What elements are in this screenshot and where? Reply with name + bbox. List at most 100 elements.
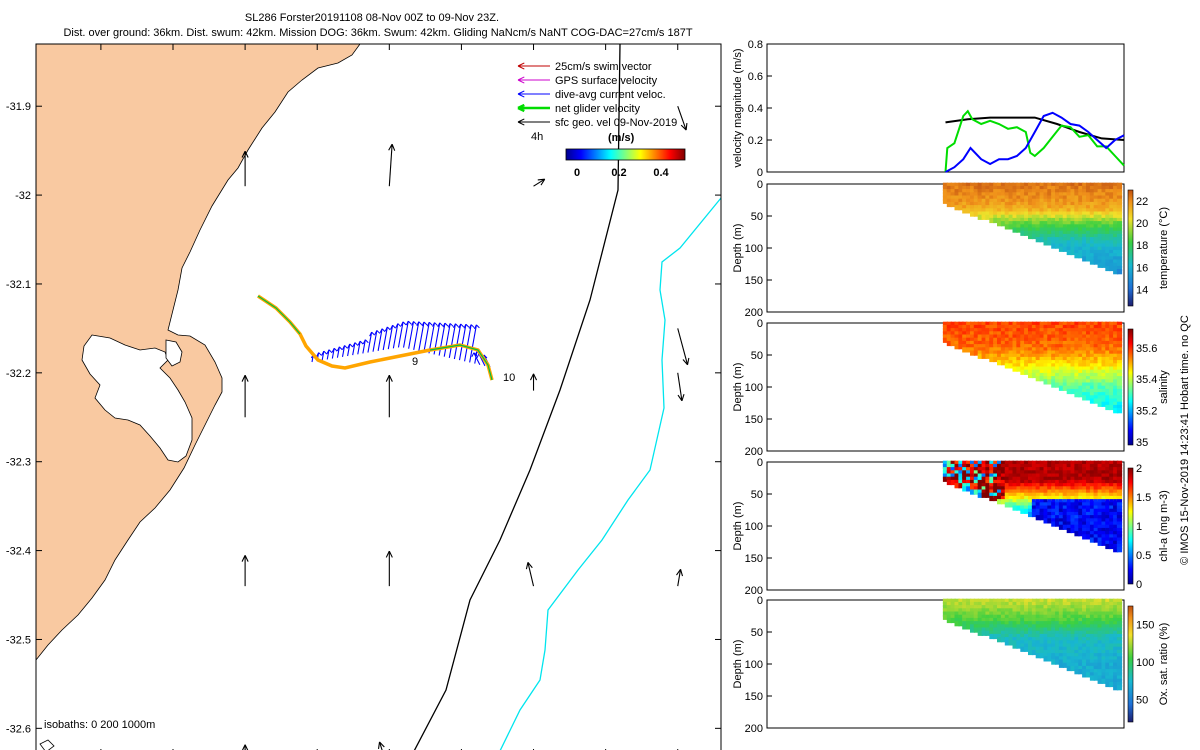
section-cell bbox=[989, 608, 995, 614]
section-cell bbox=[970, 185, 976, 192]
section-cell bbox=[1105, 211, 1111, 217]
section-cell bbox=[970, 486, 976, 492]
section-cell bbox=[1078, 392, 1084, 398]
section-cell bbox=[1086, 467, 1092, 473]
section-cell bbox=[1105, 385, 1111, 391]
section-cell bbox=[1097, 518, 1103, 524]
section-cell bbox=[1113, 344, 1119, 350]
section-cell bbox=[1028, 608, 1034, 614]
section-cell bbox=[1066, 224, 1072, 230]
section-cell bbox=[1031, 356, 1038, 363]
section-cell bbox=[1020, 182, 1026, 188]
section-cell bbox=[981, 340, 987, 347]
section-cell bbox=[1074, 344, 1080, 350]
section-cell bbox=[1116, 337, 1123, 343]
section-cell bbox=[981, 598, 987, 604]
section-cell bbox=[1070, 369, 1076, 375]
section-cell bbox=[1047, 505, 1053, 511]
section-cell bbox=[1113, 224, 1119, 230]
section-cell bbox=[1113, 392, 1119, 398]
section-cell bbox=[946, 331, 952, 337]
section-cell bbox=[997, 334, 1003, 340]
section-cell bbox=[1024, 328, 1030, 334]
section-cell bbox=[1082, 353, 1088, 359]
section-cell bbox=[1000, 344, 1007, 350]
section-cell bbox=[1082, 189, 1088, 195]
section-cell bbox=[1086, 646, 1092, 652]
section-cell bbox=[981, 627, 987, 633]
section-cell bbox=[1058, 337, 1065, 343]
section-cell bbox=[1113, 182, 1119, 188]
section-cell bbox=[1062, 505, 1068, 511]
section-cell bbox=[966, 334, 972, 340]
section-cell bbox=[985, 483, 991, 489]
section-cell bbox=[1031, 617, 1038, 624]
section-cell bbox=[1113, 233, 1119, 240]
section-cell bbox=[1082, 534, 1088, 540]
section-cell bbox=[1089, 256, 1096, 262]
section-cell bbox=[1047, 230, 1053, 236]
section-cell bbox=[1101, 515, 1107, 521]
section-cell bbox=[1113, 198, 1119, 204]
section-cell bbox=[1116, 249, 1123, 256]
section-cell bbox=[1086, 640, 1092, 646]
section-cell bbox=[1109, 531, 1115, 537]
section-cell bbox=[1113, 237, 1119, 243]
section-cell bbox=[985, 205, 991, 211]
section-cell bbox=[1031, 621, 1038, 627]
section-cell bbox=[1116, 470, 1123, 476]
section-cell bbox=[1066, 598, 1072, 604]
section-cell bbox=[962, 334, 968, 340]
section-cell bbox=[989, 489, 995, 495]
section-cell bbox=[1089, 662, 1096, 668]
section-cell bbox=[1055, 617, 1061, 624]
section-cell bbox=[1055, 334, 1061, 340]
section-cell bbox=[1055, 467, 1061, 473]
section-cell bbox=[1043, 198, 1049, 204]
section-cell bbox=[993, 463, 999, 470]
section-cell bbox=[1113, 508, 1119, 514]
section-cell bbox=[1093, 470, 1099, 476]
section-cell bbox=[1043, 476, 1049, 482]
section-ytick-label: 150 bbox=[745, 553, 763, 565]
section-cell bbox=[1116, 347, 1123, 353]
section-cell bbox=[950, 598, 956, 604]
section-cell bbox=[1066, 350, 1072, 356]
section-cell bbox=[1116, 350, 1123, 356]
section-cell bbox=[1089, 621, 1096, 627]
section-cell bbox=[1058, 224, 1065, 230]
section-cell bbox=[993, 617, 999, 624]
section-cell bbox=[1051, 633, 1057, 640]
section-cell bbox=[1113, 379, 1119, 385]
section-cell bbox=[1035, 360, 1041, 366]
section-cell bbox=[1043, 611, 1049, 617]
geo-vector-head bbox=[385, 375, 393, 382]
section-cell bbox=[950, 192, 956, 198]
section-cell bbox=[1043, 637, 1049, 643]
section-cell bbox=[1105, 233, 1111, 240]
section-cell bbox=[997, 489, 1003, 495]
section-cell bbox=[1039, 617, 1045, 624]
section-cell bbox=[1000, 630, 1007, 636]
section-cell bbox=[1093, 643, 1099, 649]
section-cell bbox=[1066, 486, 1072, 492]
section-cell bbox=[977, 214, 983, 220]
section-cell bbox=[1028, 328, 1034, 334]
section-cell bbox=[973, 627, 979, 633]
section-cell bbox=[1097, 334, 1103, 340]
section-cell bbox=[1074, 662, 1080, 668]
section-cell bbox=[962, 617, 968, 624]
section-cell bbox=[977, 324, 983, 331]
section-cell bbox=[1004, 473, 1010, 479]
section-cell bbox=[1101, 240, 1107, 246]
section-cell bbox=[1105, 627, 1111, 633]
section-cell bbox=[946, 601, 952, 608]
section-cell bbox=[1089, 379, 1096, 385]
section-cell bbox=[1093, 185, 1099, 192]
section-cell bbox=[1039, 344, 1045, 350]
section-cell bbox=[1028, 353, 1034, 359]
section-cell bbox=[1105, 189, 1111, 195]
section-cell bbox=[1097, 382, 1103, 388]
section-cell bbox=[989, 347, 995, 353]
section-cell bbox=[1086, 324, 1092, 331]
